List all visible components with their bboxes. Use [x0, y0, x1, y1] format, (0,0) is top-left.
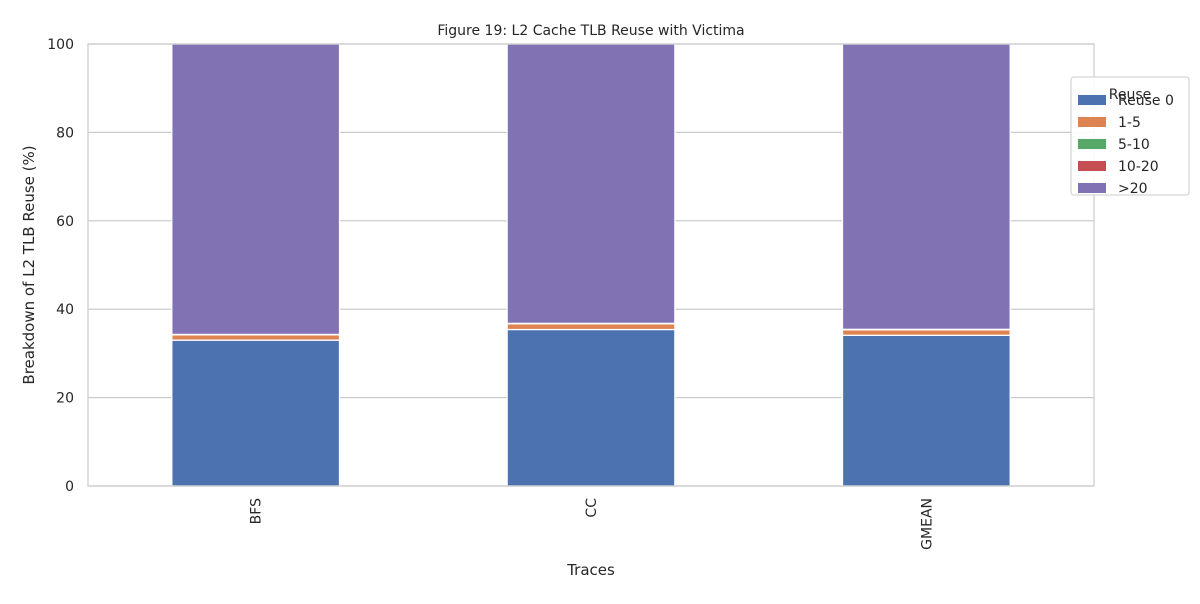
y-tick-label: 40	[56, 302, 74, 318]
legend-label: 1-5	[1118, 115, 1141, 131]
bar-segment	[172, 335, 340, 340]
bar-segment	[843, 44, 1011, 329]
bar-segment	[843, 330, 1011, 336]
legend-swatch	[1078, 139, 1106, 149]
bar-segment	[507, 44, 675, 323]
bars	[172, 44, 1010, 486]
legend-label: 5-10	[1118, 137, 1150, 153]
y-tick-label: 0	[65, 479, 74, 495]
x-axis-label: Traces	[566, 561, 615, 579]
legend-swatch	[1078, 117, 1106, 127]
legend-label: Reuse 0	[1118, 93, 1174, 109]
bar-segment	[507, 324, 675, 330]
legend-swatch	[1078, 95, 1106, 105]
bar-segment	[843, 335, 1011, 486]
y-tick-label: 100	[47, 37, 74, 53]
legend-label: >20	[1118, 181, 1148, 197]
y-tick-label: 20	[56, 391, 74, 407]
bar-segment	[507, 330, 675, 486]
x-tick-label: BFS	[249, 498, 265, 524]
bar-segment	[172, 44, 340, 334]
y-tick-label: 80	[56, 125, 74, 141]
legend-swatch	[1078, 161, 1106, 171]
legend-label: 10-20	[1118, 159, 1159, 175]
y-tick-label: 60	[56, 214, 74, 230]
bar-segment	[172, 340, 340, 486]
legend-swatch	[1078, 183, 1106, 193]
x-tick-label: CC	[584, 498, 600, 518]
y-axis-label: Breakdown of L2 TLB Reuse (%)	[20, 145, 38, 384]
x-tick-label: GMEAN	[919, 498, 935, 550]
chart-title: Figure 19: L2 Cache TLB Reuse with Victi…	[437, 23, 744, 39]
